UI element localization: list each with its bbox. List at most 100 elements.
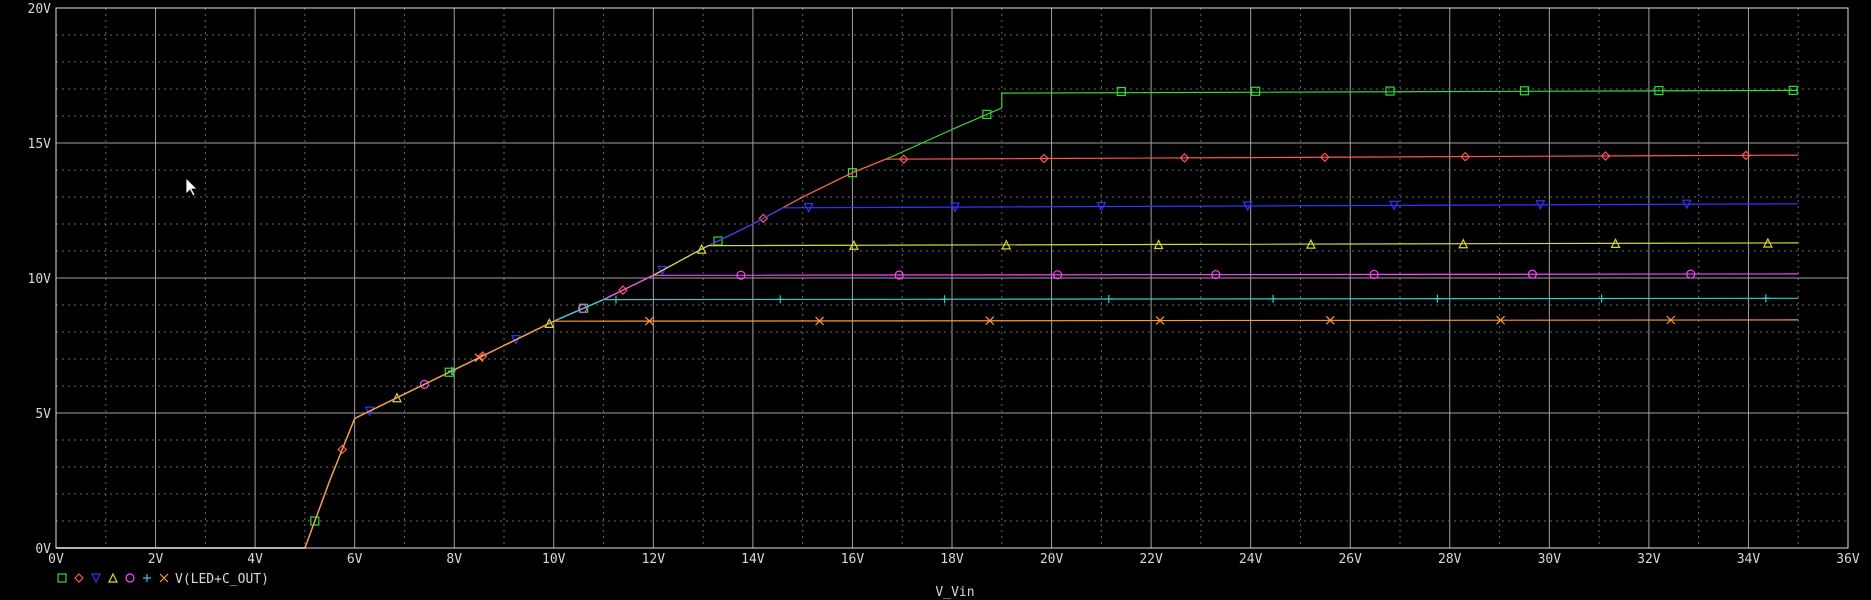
series-x	[56, 315, 1799, 549]
data-marker	[1242, 201, 1253, 212]
data-marker	[510, 335, 521, 346]
data-marker	[1001, 239, 1012, 250]
x-tick-label: 34V	[1737, 552, 1761, 567]
data-marker	[815, 316, 825, 326]
data-marker	[1153, 239, 1164, 250]
x-tick-label: 2V	[148, 552, 164, 567]
data-marker	[1096, 201, 1107, 212]
data-marker	[736, 270, 746, 280]
data-marker	[894, 270, 904, 280]
data-marker	[657, 265, 668, 276]
data-marker	[1251, 86, 1261, 96]
y-tick-label: 20V	[28, 2, 52, 17]
data-marker	[1681, 199, 1692, 210]
data-marker	[1460, 151, 1471, 162]
data-marker	[1385, 86, 1395, 96]
x-tick-label: 32V	[1637, 552, 1661, 567]
x-tick-label: 18V	[940, 552, 964, 567]
mouse-pointer-icon	[185, 177, 198, 197]
data-marker	[108, 572, 118, 583]
x-tick-label: 28V	[1438, 552, 1462, 567]
data-marker	[310, 516, 320, 526]
x-tick-label: 20V	[1040, 552, 1064, 567]
data-marker	[1052, 270, 1063, 280]
data-marker	[1788, 85, 1798, 95]
data-marker	[1762, 237, 1773, 248]
data-marker	[898, 154, 909, 164]
axes: 0V 2V 4V 6V 8V 10V 12V 14V 16V 18V 20V 22V 24V 26V 28V…	[28, 2, 1860, 567]
x-axis-label: V_Vin	[935, 585, 974, 600]
data-marker	[1179, 153, 1190, 163]
data-marker	[143, 574, 151, 582]
x-tick-label: 10V	[542, 552, 566, 567]
x-tick-label: 4V	[247, 552, 263, 567]
data-marker	[544, 318, 555, 328]
data-marker	[74, 573, 84, 583]
x-tick-label: 12V	[642, 552, 666, 567]
data-marker	[57, 573, 67, 583]
data-marker	[337, 444, 348, 455]
data-marker	[1519, 86, 1530, 96]
data-marker	[159, 573, 169, 583]
y-tick-label: 5V	[35, 407, 51, 422]
x-tick-label: 0V	[48, 552, 64, 567]
data-marker	[1666, 315, 1676, 325]
data-marker	[950, 202, 960, 213]
x-tick-label: 16V	[841, 552, 865, 567]
x-tick-label: 36V	[1836, 552, 1860, 567]
data-marker	[1597, 294, 1606, 303]
data-marker	[1496, 315, 1505, 325]
x-tick-label: 26V	[1338, 552, 1362, 567]
data-marker	[392, 392, 402, 403]
legend: V(LED+C_OUT)	[57, 572, 269, 587]
data-marker	[364, 406, 375, 417]
data-marker	[125, 573, 135, 583]
data-marker	[1104, 295, 1113, 304]
series-group	[56, 85, 1799, 549]
y-tick-label: 10V	[28, 272, 52, 287]
data-marker	[444, 367, 454, 377]
data-marker	[91, 573, 101, 584]
data-marker	[776, 295, 785, 304]
x-tick-label: 8V	[446, 552, 462, 567]
plot-frame	[55, 7, 1849, 549]
data-marker	[1686, 269, 1696, 279]
series-line	[56, 319, 1799, 549]
data-marker	[1211, 270, 1221, 280]
y-tick-label: 15V	[28, 137, 52, 152]
data-marker	[1305, 238, 1316, 249]
x-tick-label: 24V	[1239, 552, 1263, 567]
legend-label: V(LED+C_OUT)	[175, 572, 269, 587]
data-marker	[848, 239, 859, 250]
y-tick-label: 0V	[35, 542, 51, 557]
data-marker	[1389, 200, 1399, 211]
data-marker	[696, 243, 707, 254]
data-marker	[940, 295, 949, 304]
x-tick-label: 30V	[1538, 552, 1562, 567]
data-marker	[419, 379, 429, 389]
data-marker	[1433, 294, 1442, 303]
data-marker	[985, 316, 995, 326]
data-marker	[1600, 151, 1611, 161]
data-marker	[1319, 152, 1330, 163]
data-marker	[847, 168, 858, 178]
data-marker	[1155, 316, 1165, 325]
data-marker	[1610, 238, 1621, 248]
data-marker	[1741, 150, 1751, 161]
data-marker	[1654, 85, 1664, 96]
x-tick-label: 6V	[347, 552, 363, 567]
data-marker	[644, 316, 654, 326]
data-marker	[1325, 315, 1335, 325]
data-marker	[1535, 200, 1546, 211]
data-marker	[1458, 238, 1469, 249]
data-marker	[612, 295, 620, 304]
data-marker	[578, 304, 588, 314]
data-marker	[1116, 86, 1126, 97]
data-marker	[1039, 153, 1049, 164]
data-marker	[474, 353, 484, 363]
data-marker	[803, 203, 814, 214]
data-marker	[1369, 269, 1379, 280]
x-tick-label: 22V	[1139, 552, 1163, 567]
